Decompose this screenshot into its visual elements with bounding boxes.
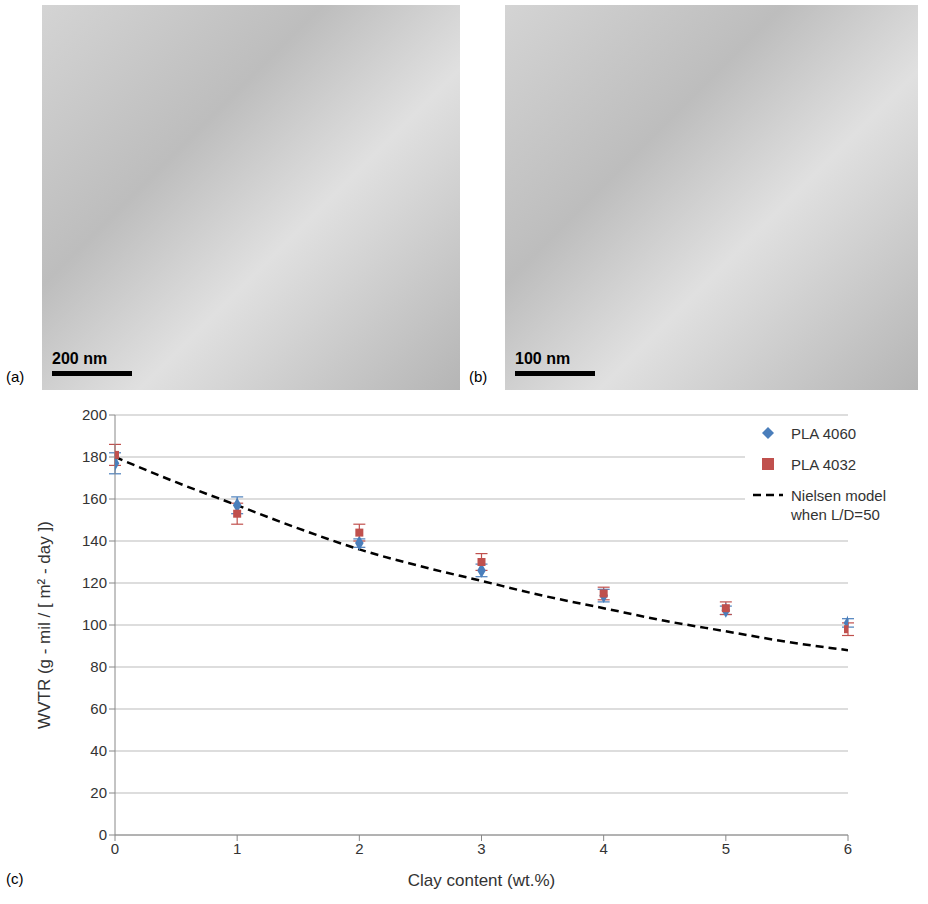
html-text:(c): (c): [6, 870, 24, 887]
svg-text:3: 3: [477, 840, 485, 857]
html-text:(b): (b): [469, 368, 488, 385]
html-text:200 nm: 200 nm: [52, 350, 108, 367]
svg-text:1: 1: [233, 840, 241, 857]
svg-text:160: 160: [82, 490, 107, 507]
svg-text:20: 20: [90, 784, 107, 801]
svg-text:5: 5: [722, 840, 730, 857]
svg-text:6: 6: [844, 840, 852, 857]
svg-text:0: 0: [99, 826, 107, 843]
svg-text:180: 180: [82, 448, 107, 465]
svg-text:WVTR (g - mil / [ m² - day ]): WVTR (g - mil / [ m² - day ]): [35, 521, 54, 729]
svg-text:40: 40: [90, 742, 107, 759]
svg-text:140: 140: [82, 532, 107, 549]
html-text:PLA 4060: PLA 4060: [791, 425, 857, 442]
html-text:100 nm: 100 nm: [515, 350, 571, 367]
svg-text:80: 80: [90, 658, 107, 675]
svg-text:60: 60: [90, 700, 107, 717]
svg-text:120: 120: [82, 574, 107, 591]
svg-text:0: 0: [111, 840, 119, 857]
html-text:Nielsen model when L/D=50: Nielsen model when L/D=50: [791, 487, 886, 523]
svg-text:Clay content (wt.%): Clay content (wt.%): [408, 871, 555, 890]
svg-text:2: 2: [355, 840, 363, 857]
html-text:(a): (a): [6, 368, 25, 385]
svg-text:100: 100: [82, 616, 107, 633]
svg-text:200: 200: [82, 406, 107, 423]
svg-text:4: 4: [599, 840, 607, 857]
html-text:PLA 4032: PLA 4032: [791, 456, 857, 473]
